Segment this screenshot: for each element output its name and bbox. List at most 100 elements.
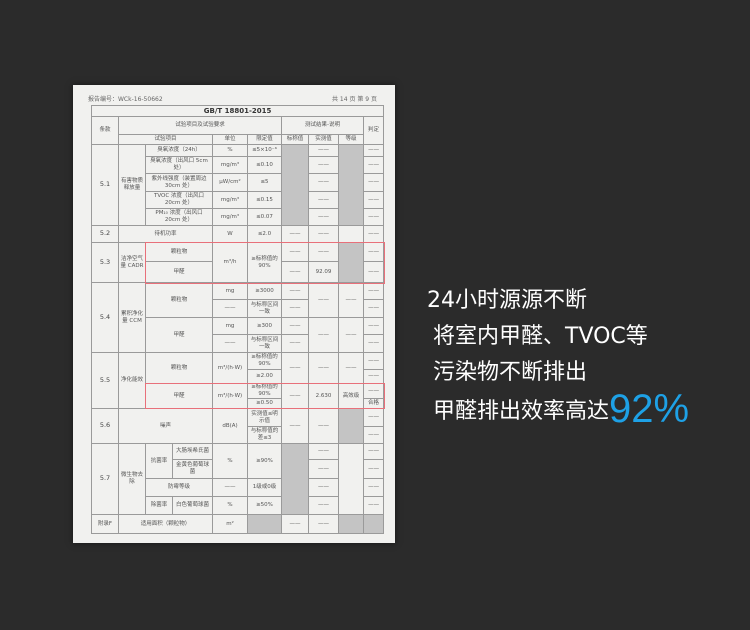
limit: 与标称值的差≤3 [247,426,282,444]
nominal: —— [281,334,309,353]
test-results-table: GB/T 18801-2015 条款 试验项目及试验要求 测试结果-说明 判定 试验项… [90,105,385,534]
nominal: —— [281,282,309,300]
nominal: —— [281,352,309,384]
judge: —— [362,426,385,444]
limit: ≤5×10⁻⁶ [247,144,282,157]
measured: —— [308,242,339,262]
judge: —— [362,408,385,427]
measured: —— [308,173,339,192]
header-clause: 条款 [91,116,119,145]
item: 甲醛 [145,317,213,353]
clause: 5.5 [91,352,119,409]
nominal: —— [281,242,309,262]
judge: —— [362,242,385,262]
category: 累积净化量 CCM [118,282,146,353]
unit: mg/m³ [212,191,248,209]
judge: —— [362,299,385,318]
standard-title: GB/T 18801-2015 [90,105,385,117]
unit: —— [212,478,248,497]
measured: —— [308,408,339,444]
unit: mg [212,282,248,300]
promo-text: 24小时源源不断 将室内甲醛、TVOC等 污染物不断排出 甲醛排出效率高达92% [427,283,689,430]
judge: —— [362,352,385,370]
limit: ≥2.00 [247,369,282,384]
category: 有害物质释放量 [118,144,146,226]
judge: —— [362,334,385,353]
judge: —— [362,156,385,174]
promo-line-4-text: 甲醛排出效率高达 [433,399,610,424]
unit: mg/m³ [212,208,248,226]
grade [338,443,364,515]
limit: ≥标称值的 90% [247,352,282,370]
grade: —— [338,352,364,384]
measured: —— [308,352,339,384]
measured: —— [308,514,339,534]
judge: —— [362,369,385,384]
measured: —— [308,282,339,318]
promo-line-2: 将室内甲醛、TVOC等 [433,324,648,349]
item: 甲醛 [145,383,213,409]
sub-item: 大肠埃希氏菌 [172,443,213,460]
clause: 5.7 [91,443,119,515]
efficiency-percent: 92% [609,387,690,431]
nominal: —— [281,383,309,409]
measured: —— [308,156,339,174]
unit: m² [212,514,248,534]
limit: ≤5 [247,173,282,192]
header-requirements: 试验项目及试验要求 [118,116,282,135]
limit: ≤2.0 [247,225,282,243]
clause: 5.2 [91,225,119,243]
header-item: 试验项目 [118,134,213,145]
header-judge: 判定 [362,116,385,145]
judge: —— [362,383,385,399]
grey-cell [338,144,364,226]
judge: —— [362,208,385,226]
unit: μW/cm² [212,173,248,192]
item: PM₁₀ 浓度（出风口 20cm 处） [145,208,213,226]
unit: % [212,496,248,515]
header-unit: 单位 [212,134,248,145]
unit: % [212,443,248,479]
grade: 高效级 [338,383,364,409]
item: 颗粒物 [145,282,213,318]
judge-pass: 合格 [362,398,385,409]
clause: 5.3 [91,242,119,283]
judge: —— [362,443,385,460]
header-results: 测试结果-说明 [281,116,364,135]
unit: mg/m³ [212,156,248,174]
item: 甲醛 [145,261,213,283]
nominal: —— [281,299,309,318]
report-number: 报告编号：WCk-16-50662 [88,96,163,103]
item: 防霉等级 [145,478,213,497]
measured: —— [308,208,339,226]
limit: 1级或0级 [247,478,282,497]
measured: —— [308,144,339,157]
limit: ≤0.15 [247,191,282,209]
measured: —— [308,225,339,243]
item: 臭氧浓度（24h） [145,144,213,157]
item: 待机功率 [118,225,213,243]
judge: —— [362,144,385,157]
judge: —— [362,225,385,243]
item: 适用面积（颗粒物） [118,514,213,534]
item: 颗粒物 [145,242,213,262]
promo-line-1: 24小时源源不断 [427,288,587,313]
category: 微生物去除 [118,443,146,515]
item: 紫外线强度（装置周边 30cm 处） [145,173,213,192]
promo-line-4: 甲醛排出效率高达92% [427,389,689,430]
nominal: —— [281,225,309,243]
grey-cell [281,443,309,515]
measured: —— [308,478,339,497]
limit: 与标称区间一致 [247,299,282,318]
judge: —— [362,459,385,479]
item: TVOC 浓度（出风口 20cm 处） [145,191,213,209]
unit: —— [212,299,248,318]
clause: 附录F [91,514,119,534]
grey-cell [362,514,385,534]
unit: m³/h [212,242,248,283]
limit: ≤0.10 [247,156,282,174]
header-grade: 等级 [338,134,364,145]
limit: ≥3000 [247,282,282,300]
limit: ≥标称值的 90% [247,383,282,399]
grey-cell [338,408,364,444]
